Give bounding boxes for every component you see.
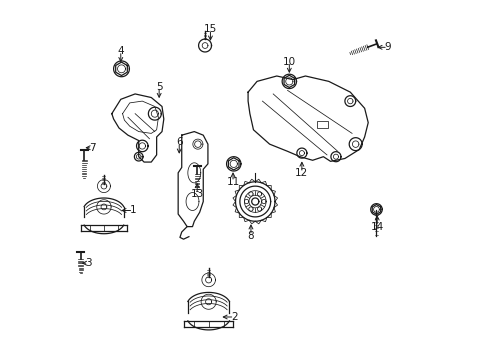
- Text: 12: 12: [295, 168, 308, 178]
- Text: 10: 10: [282, 57, 295, 67]
- Text: 9: 9: [384, 42, 390, 52]
- Text: 3: 3: [85, 258, 92, 268]
- Text: 4: 4: [117, 46, 124, 56]
- Text: 1: 1: [130, 206, 136, 216]
- Text: 6: 6: [176, 138, 182, 147]
- Text: 2: 2: [231, 312, 237, 322]
- Text: 14: 14: [370, 222, 383, 231]
- Text: 7: 7: [89, 143, 95, 153]
- Text: 13: 13: [190, 189, 203, 199]
- Text: 5: 5: [156, 82, 162, 92]
- Text: 11: 11: [226, 177, 239, 187]
- Text: 15: 15: [203, 24, 217, 35]
- Text: 8: 8: [247, 231, 254, 240]
- Bar: [317, 121, 327, 128]
